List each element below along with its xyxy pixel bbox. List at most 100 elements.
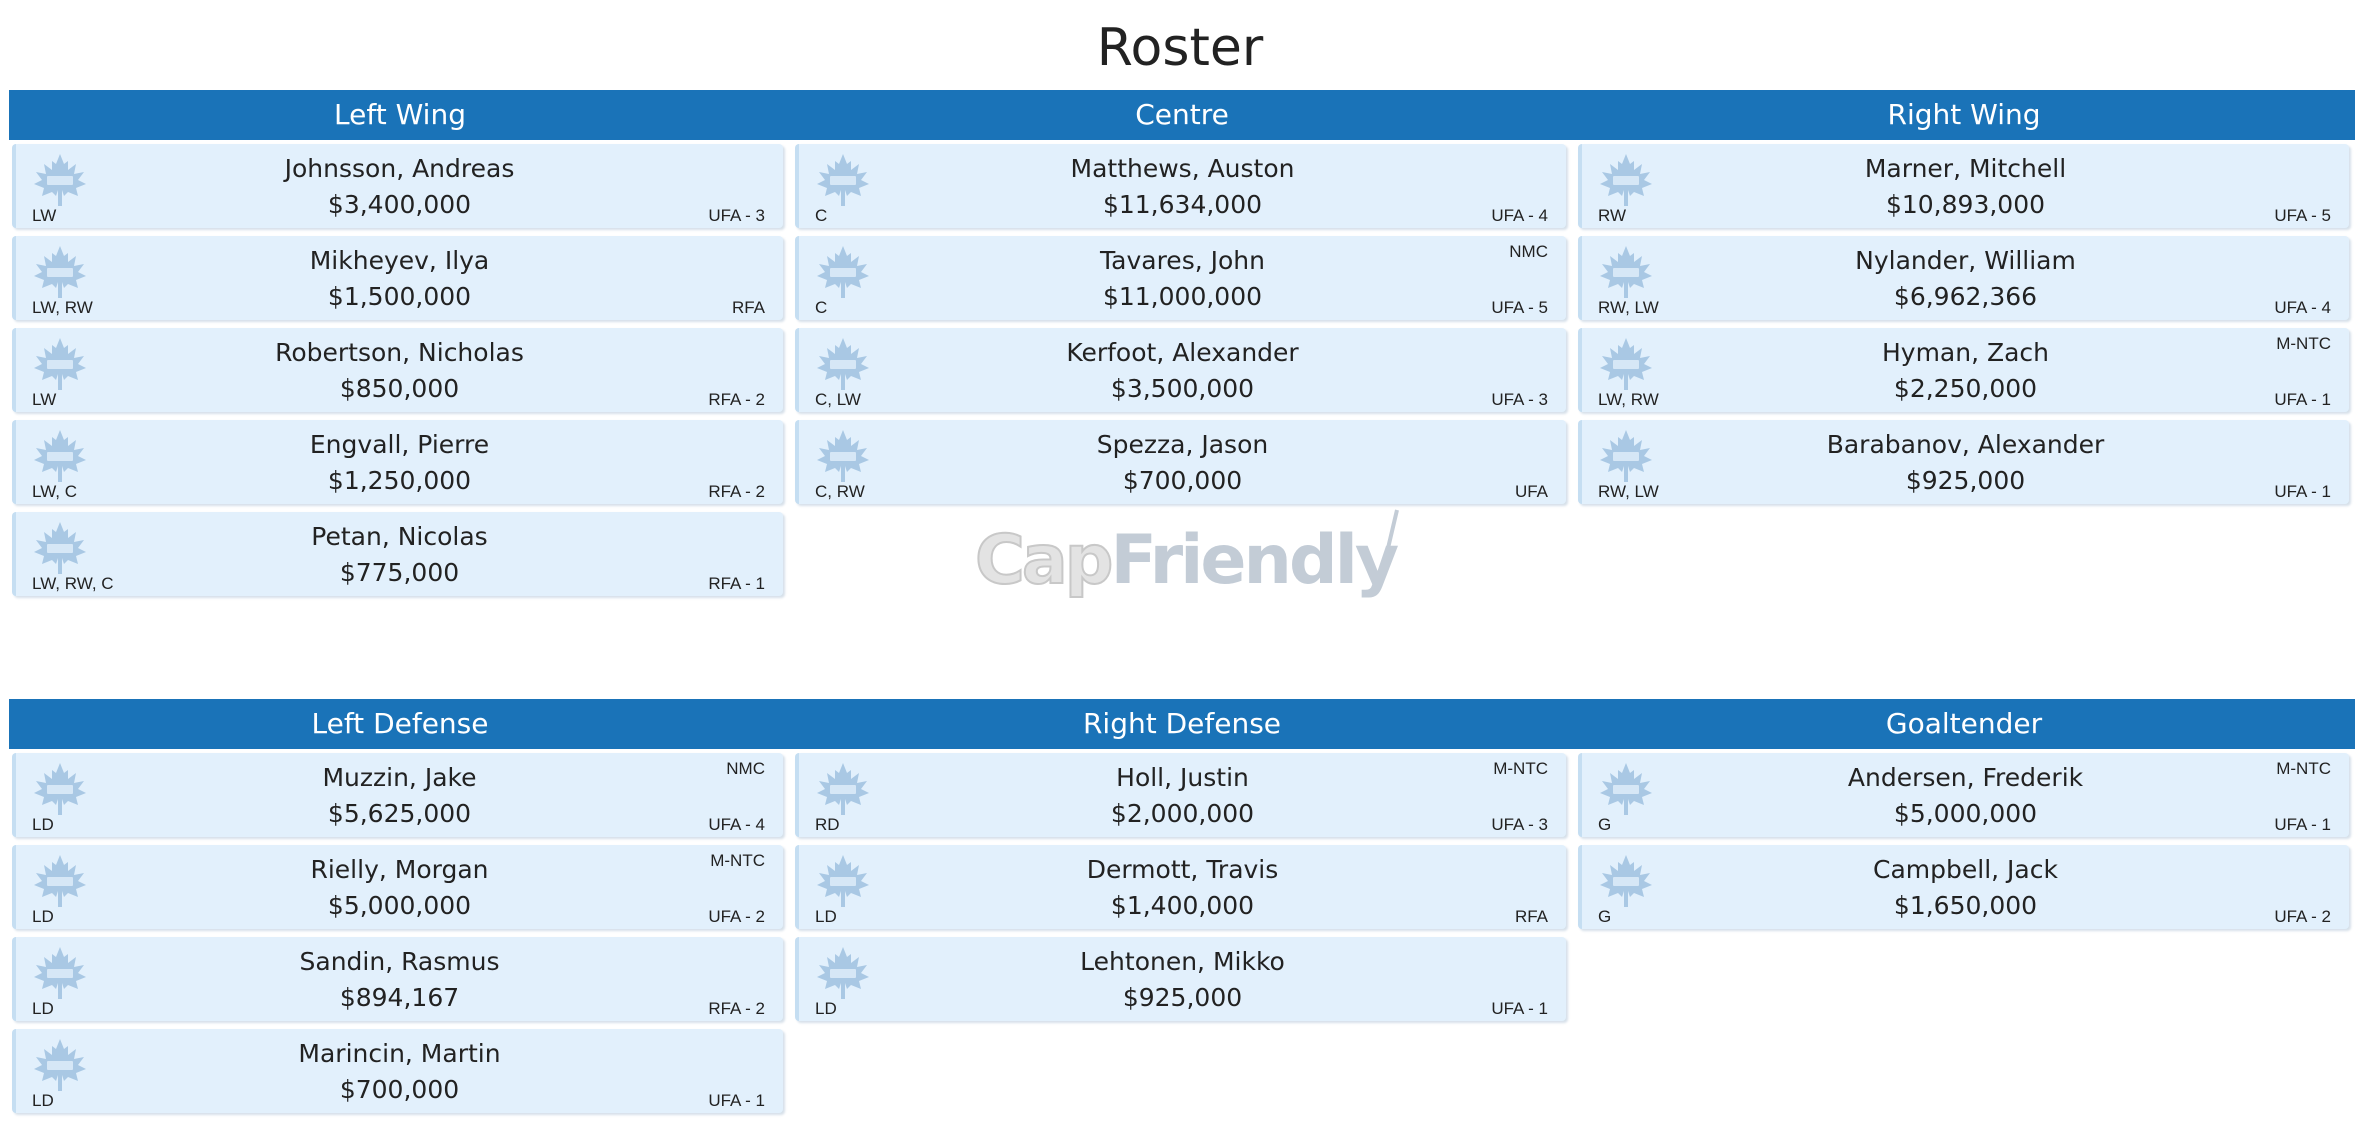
player-name: Kerfoot, Alexander xyxy=(1066,338,1299,367)
player-card[interactable]: Campbell, Jack $1,650,000 G UFA - 2 xyxy=(1578,845,2349,929)
player-card[interactable]: Tavares, John $11,000,000 C NMC UFA - 5 xyxy=(795,236,1566,320)
player-position: LW, RW xyxy=(32,298,93,317)
player-name: Andersen, Frederik xyxy=(1847,763,2084,792)
maple-leaf-icon xyxy=(817,947,869,999)
column-goaltender: Andersen, Frederik $5,000,000 G M-NTC UF… xyxy=(1578,753,2349,1121)
player-contract: UFA - 1 xyxy=(708,1091,765,1110)
header-right-wing: Right Wing xyxy=(1887,98,2041,131)
header-left-wing: Left Wing xyxy=(334,98,466,131)
defense-section: Left Defense Right Defense Goaltender Mu… xyxy=(9,699,2355,1121)
player-name: Campbell, Jack xyxy=(1873,855,2058,884)
maple-leaf-icon xyxy=(817,855,869,907)
player-position: LW, RW, C xyxy=(32,574,114,593)
player-position: RW, LW xyxy=(1598,482,1659,501)
player-clause: NMC xyxy=(726,759,765,778)
player-salary: $925,000 xyxy=(1905,466,2026,495)
player-position: LW, C xyxy=(32,482,78,501)
player-card[interactable]: Nylander, William $6,962,366 RW, LW UFA … xyxy=(1578,236,2349,320)
player-card[interactable]: Kerfoot, Alexander $3,500,000 C, LW UFA … xyxy=(795,328,1566,412)
player-contract: UFA - 3 xyxy=(1491,390,1548,409)
player-contract: RFA - 1 xyxy=(708,574,765,593)
player-position: LD xyxy=(815,999,837,1018)
player-card[interactable]: Hyman, Zach $2,250,000 LW, RW M-NTC UFA … xyxy=(1578,328,2349,412)
player-card[interactable]: Rielly, Morgan $5,000,000 LD M-NTC UFA -… xyxy=(12,845,783,929)
player-clause: M-NTC xyxy=(2276,334,2331,353)
player-position: C, LW xyxy=(815,390,861,409)
player-salary: $5,000,000 xyxy=(327,891,472,920)
player-name: Tavares, John xyxy=(1100,246,1265,275)
player-contract: RFA - 2 xyxy=(708,390,765,409)
player-card[interactable]: Marner, Mitchell $10,893,000 RW UFA - 5 xyxy=(1578,144,2349,228)
player-contract: UFA - 1 xyxy=(2274,815,2331,834)
player-position: G xyxy=(1598,907,1612,926)
player-contract: UFA xyxy=(1514,482,1548,501)
maple-leaf-icon xyxy=(34,338,86,390)
player-clause: M-NTC xyxy=(1493,759,1548,778)
player-position: LW xyxy=(32,206,57,225)
player-name: Muzzin, Jake xyxy=(322,763,477,792)
player-name: Spezza, Jason xyxy=(1096,430,1269,459)
player-position: LW xyxy=(32,390,57,409)
maple-leaf-icon xyxy=(34,522,86,574)
player-contract: UFA - 1 xyxy=(2274,482,2331,501)
player-card[interactable]: Marincin, Martin $700,000 LD UFA - 1 xyxy=(12,1029,783,1113)
player-position: RW, LW xyxy=(1598,298,1659,317)
watermark-part2: Friendly xyxy=(1110,521,1399,600)
player-card[interactable]: Holl, Justin $2,000,000 RD M-NTC UFA - 3 xyxy=(795,753,1566,837)
player-card[interactable]: Engvall, Pierre $1,250,000 LW, C RFA - 2 xyxy=(12,420,783,504)
player-card[interactable]: Lehtonen, Mikko $925,000 LD UFA - 1 xyxy=(795,937,1566,1021)
player-card[interactable]: Mikheyev, Ilya $1,500,000 LW, RW RFA xyxy=(12,236,783,320)
header-centre: Centre xyxy=(1135,98,1229,131)
column-left-wing: Johnsson, Andreas $3,400,000 LW UFA - 3 … xyxy=(12,144,783,604)
player-salary: $925,000 xyxy=(1122,983,1243,1012)
player-salary: $775,000 xyxy=(339,558,460,587)
player-salary: $5,625,000 xyxy=(327,799,472,828)
column-centre: Matthews, Auston $11,634,000 C UFA - 4 T… xyxy=(795,144,1566,604)
player-salary: $5,000,000 xyxy=(1893,799,2038,828)
player-name: Mikheyev, Ilya xyxy=(309,246,490,275)
player-position: G xyxy=(1598,815,1612,834)
player-card[interactable]: Robertson, Nicholas $850,000 LW RFA - 2 xyxy=(12,328,783,412)
column-right-wing: Marner, Mitchell $10,893,000 RW UFA - 5 … xyxy=(1578,144,2349,604)
player-position: LD xyxy=(32,1091,54,1110)
player-contract: UFA - 2 xyxy=(708,907,765,926)
player-card[interactable]: Dermott, Travis $1,400,000 LD RFA xyxy=(795,845,1566,929)
player-contract: UFA - 4 xyxy=(2274,298,2331,317)
player-card[interactable]: Matthews, Auston $11,634,000 C UFA - 4 xyxy=(795,144,1566,228)
player-card[interactable]: Sandin, Rasmus $894,167 LD RFA - 2 xyxy=(12,937,783,1021)
maple-leaf-icon xyxy=(34,763,86,815)
maple-leaf-icon xyxy=(817,246,869,298)
maple-leaf-icon xyxy=(1600,246,1652,298)
player-contract: UFA - 4 xyxy=(708,815,765,834)
player-contract: UFA - 3 xyxy=(1491,815,1548,834)
player-card[interactable]: Barabanov, Alexander $925,000 RW, LW UFA… xyxy=(1578,420,2349,504)
player-card[interactable]: Andersen, Frederik $5,000,000 G M-NTC UF… xyxy=(1578,753,2349,837)
column-left-defense: Muzzin, Jake $5,625,000 LD NMC UFA - 4 R… xyxy=(12,753,783,1121)
maple-leaf-icon xyxy=(1600,763,1652,815)
player-card[interactable]: Muzzin, Jake $5,625,000 LD NMC UFA - 4 xyxy=(12,753,783,837)
forwards-columns: Johnsson, Andreas $3,400,000 LW UFA - 3 … xyxy=(9,140,2355,604)
forwards-header-bar: Left Wing Centre Right Wing xyxy=(9,90,2355,140)
player-contract: RFA xyxy=(731,298,765,317)
player-card[interactable]: Johnsson, Andreas $3,400,000 LW UFA - 3 xyxy=(12,144,783,228)
player-position: C, RW xyxy=(815,482,865,501)
player-position: LD xyxy=(32,815,54,834)
player-name: Sandin, Rasmus xyxy=(299,947,500,976)
player-name: Petan, Nicolas xyxy=(311,522,488,551)
player-contract: UFA - 4 xyxy=(1491,206,1548,225)
forwards-section: Left Wing Centre Right Wing Johnsson, An… xyxy=(9,90,2355,604)
player-salary: $3,500,000 xyxy=(1110,374,1255,403)
player-name: Lehtonen, Mikko xyxy=(1080,947,1285,976)
player-card[interactable]: Petan, Nicolas $775,000 LW, RW, C RFA - … xyxy=(12,512,783,596)
player-salary: $11,000,000 xyxy=(1102,282,1263,311)
player-salary: $3,400,000 xyxy=(327,190,472,219)
maple-leaf-icon xyxy=(817,430,869,482)
player-name: Robertson, Nicholas xyxy=(275,338,524,367)
player-salary: $850,000 xyxy=(339,374,460,403)
player-card[interactable]: Spezza, Jason $700,000 C, RW UFA xyxy=(795,420,1566,504)
player-name: Engvall, Pierre xyxy=(309,430,490,459)
player-name: Johnsson, Andreas xyxy=(284,154,515,183)
header-right-defense: Right Defense xyxy=(1082,707,1282,740)
player-clause: M-NTC xyxy=(2276,759,2331,778)
player-salary: $10,893,000 xyxy=(1885,190,2046,219)
